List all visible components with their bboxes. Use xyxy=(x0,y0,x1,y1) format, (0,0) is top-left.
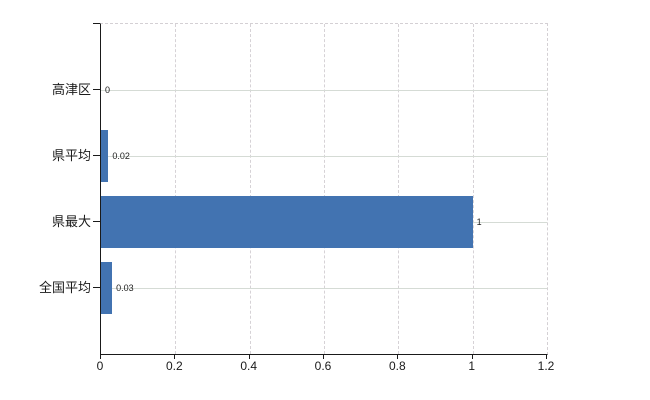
gridline-vertical xyxy=(249,24,251,354)
bar-value-label: 0.02 xyxy=(112,151,130,161)
bar xyxy=(101,130,109,182)
x-tick-label: 1.2 xyxy=(537,359,555,373)
x-axis-tick xyxy=(397,354,399,359)
gridline-vertical xyxy=(175,24,177,354)
x-tick-label: 0.6 xyxy=(314,359,332,373)
plot-area: 0 0.02 1 0.03 xyxy=(100,23,548,355)
x-axis-tick xyxy=(546,354,547,359)
bar-value-label: 1 xyxy=(476,217,482,227)
x-tick-label: 0 xyxy=(96,359,104,373)
x-axis-tick xyxy=(323,354,324,359)
y-tick-label: 高津区 xyxy=(51,82,91,97)
y-axis-tick xyxy=(93,155,100,156)
x-axis-tick xyxy=(248,354,250,359)
y-axis-tick xyxy=(93,287,100,288)
x-axis-tick xyxy=(100,354,101,359)
y-axis-tick xyxy=(93,23,100,24)
x-tick-label: 0.4 xyxy=(240,359,257,373)
x-tick-label: 0.8 xyxy=(388,359,406,373)
bar-value-label: 0.03 xyxy=(116,283,134,293)
gridline-vertical xyxy=(324,24,325,354)
x-tick-label: 1 xyxy=(468,359,475,373)
y-tick-label: 全国平均 xyxy=(38,280,91,295)
gridline-vertical xyxy=(398,24,400,354)
y-axis-tick xyxy=(93,221,100,222)
bar xyxy=(101,196,473,248)
gridline-vertical xyxy=(472,24,474,354)
y-tick-label: 県平均 xyxy=(51,148,91,163)
x-tick-label: 0.2 xyxy=(165,359,183,373)
gridline-horizontal xyxy=(101,288,547,289)
gridline-horizontal xyxy=(101,156,547,157)
bar xyxy=(101,262,113,314)
y-tick-label: 県最大 xyxy=(51,214,91,229)
x-axis-tick xyxy=(471,354,473,359)
gridline-horizontal xyxy=(101,90,547,91)
x-axis-tick xyxy=(174,354,176,359)
bar-value-label: 0 xyxy=(105,85,111,95)
y-axis-tick xyxy=(93,89,100,90)
